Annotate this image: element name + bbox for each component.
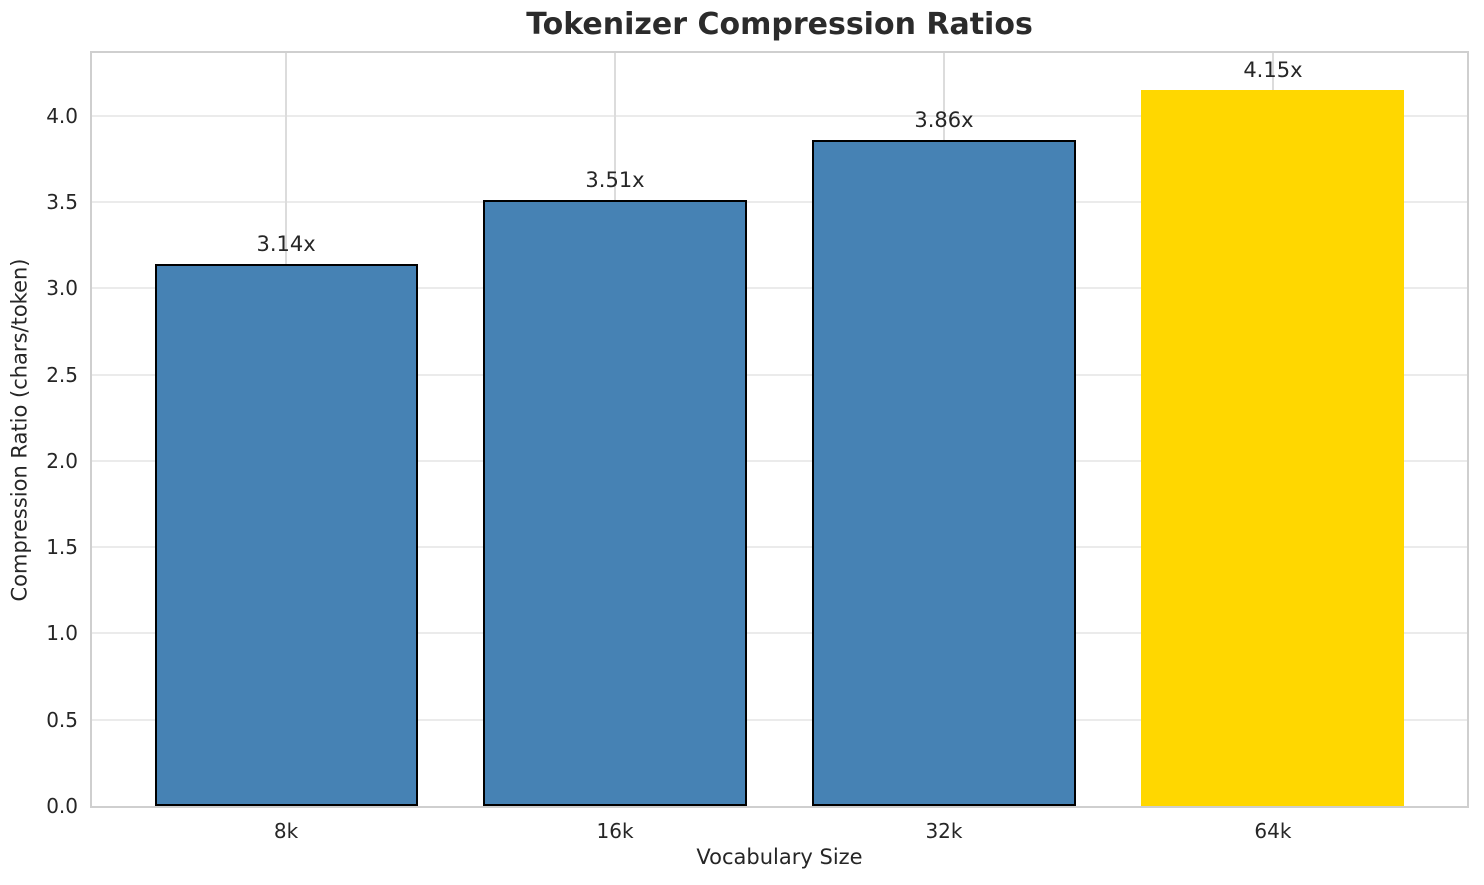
bar-16k — [483, 200, 747, 806]
bar-value-label-64k: 4.15x — [1243, 58, 1303, 83]
y-tick-label: 4.0 — [46, 103, 78, 128]
bar-value-label-16k: 3.51x — [585, 168, 645, 193]
horizontal-gridline — [92, 546, 1467, 549]
y-tick-label: 3.0 — [46, 276, 78, 301]
bar-8k — [154, 264, 418, 806]
x-tick-label-16k: 16k — [596, 819, 634, 843]
y-tick-label: 2.0 — [46, 448, 78, 473]
horizontal-gridline — [92, 718, 1467, 721]
bar-64k — [1141, 90, 1405, 806]
horizontal-gridline — [92, 114, 1467, 117]
horizontal-gridline — [92, 459, 1467, 462]
horizontal-gridline — [92, 373, 1467, 376]
y-tick-label: 1.0 — [46, 621, 78, 646]
horizontal-gridline — [92, 201, 1467, 204]
y-tick-label: 2.5 — [46, 362, 78, 387]
bar-32k — [812, 140, 1076, 806]
y-axis-label: Compression Ratio (chars/token) — [7, 258, 32, 602]
y-tick-label: 3.5 — [46, 190, 78, 215]
bar-value-label-32k: 3.86x — [914, 108, 974, 133]
plot-area: 0.0 0.5 1.0 1.5 2.0 2.5 3.0 3.5 4.0 3.14x 8k 3.51x 1… — [46, 51, 1469, 843]
bar-value-label-8k: 3.14x — [256, 232, 316, 257]
y-tick-label: 0.5 — [46, 707, 78, 732]
x-tick-label-8k: 8k — [273, 819, 299, 843]
horizontal-gridline — [92, 632, 1467, 635]
chart-title: Tokenizer Compression Ratios — [526, 7, 1033, 42]
x-axis-label: Vocabulary Size — [696, 845, 863, 869]
y-tick-label: 0.0 — [46, 794, 78, 818]
y-tick-label: 1.5 — [46, 535, 78, 560]
x-tick-label-32k: 32k — [925, 819, 963, 843]
x-tick-label-64k: 64k — [1254, 819, 1292, 843]
horizontal-gridline — [92, 287, 1467, 290]
